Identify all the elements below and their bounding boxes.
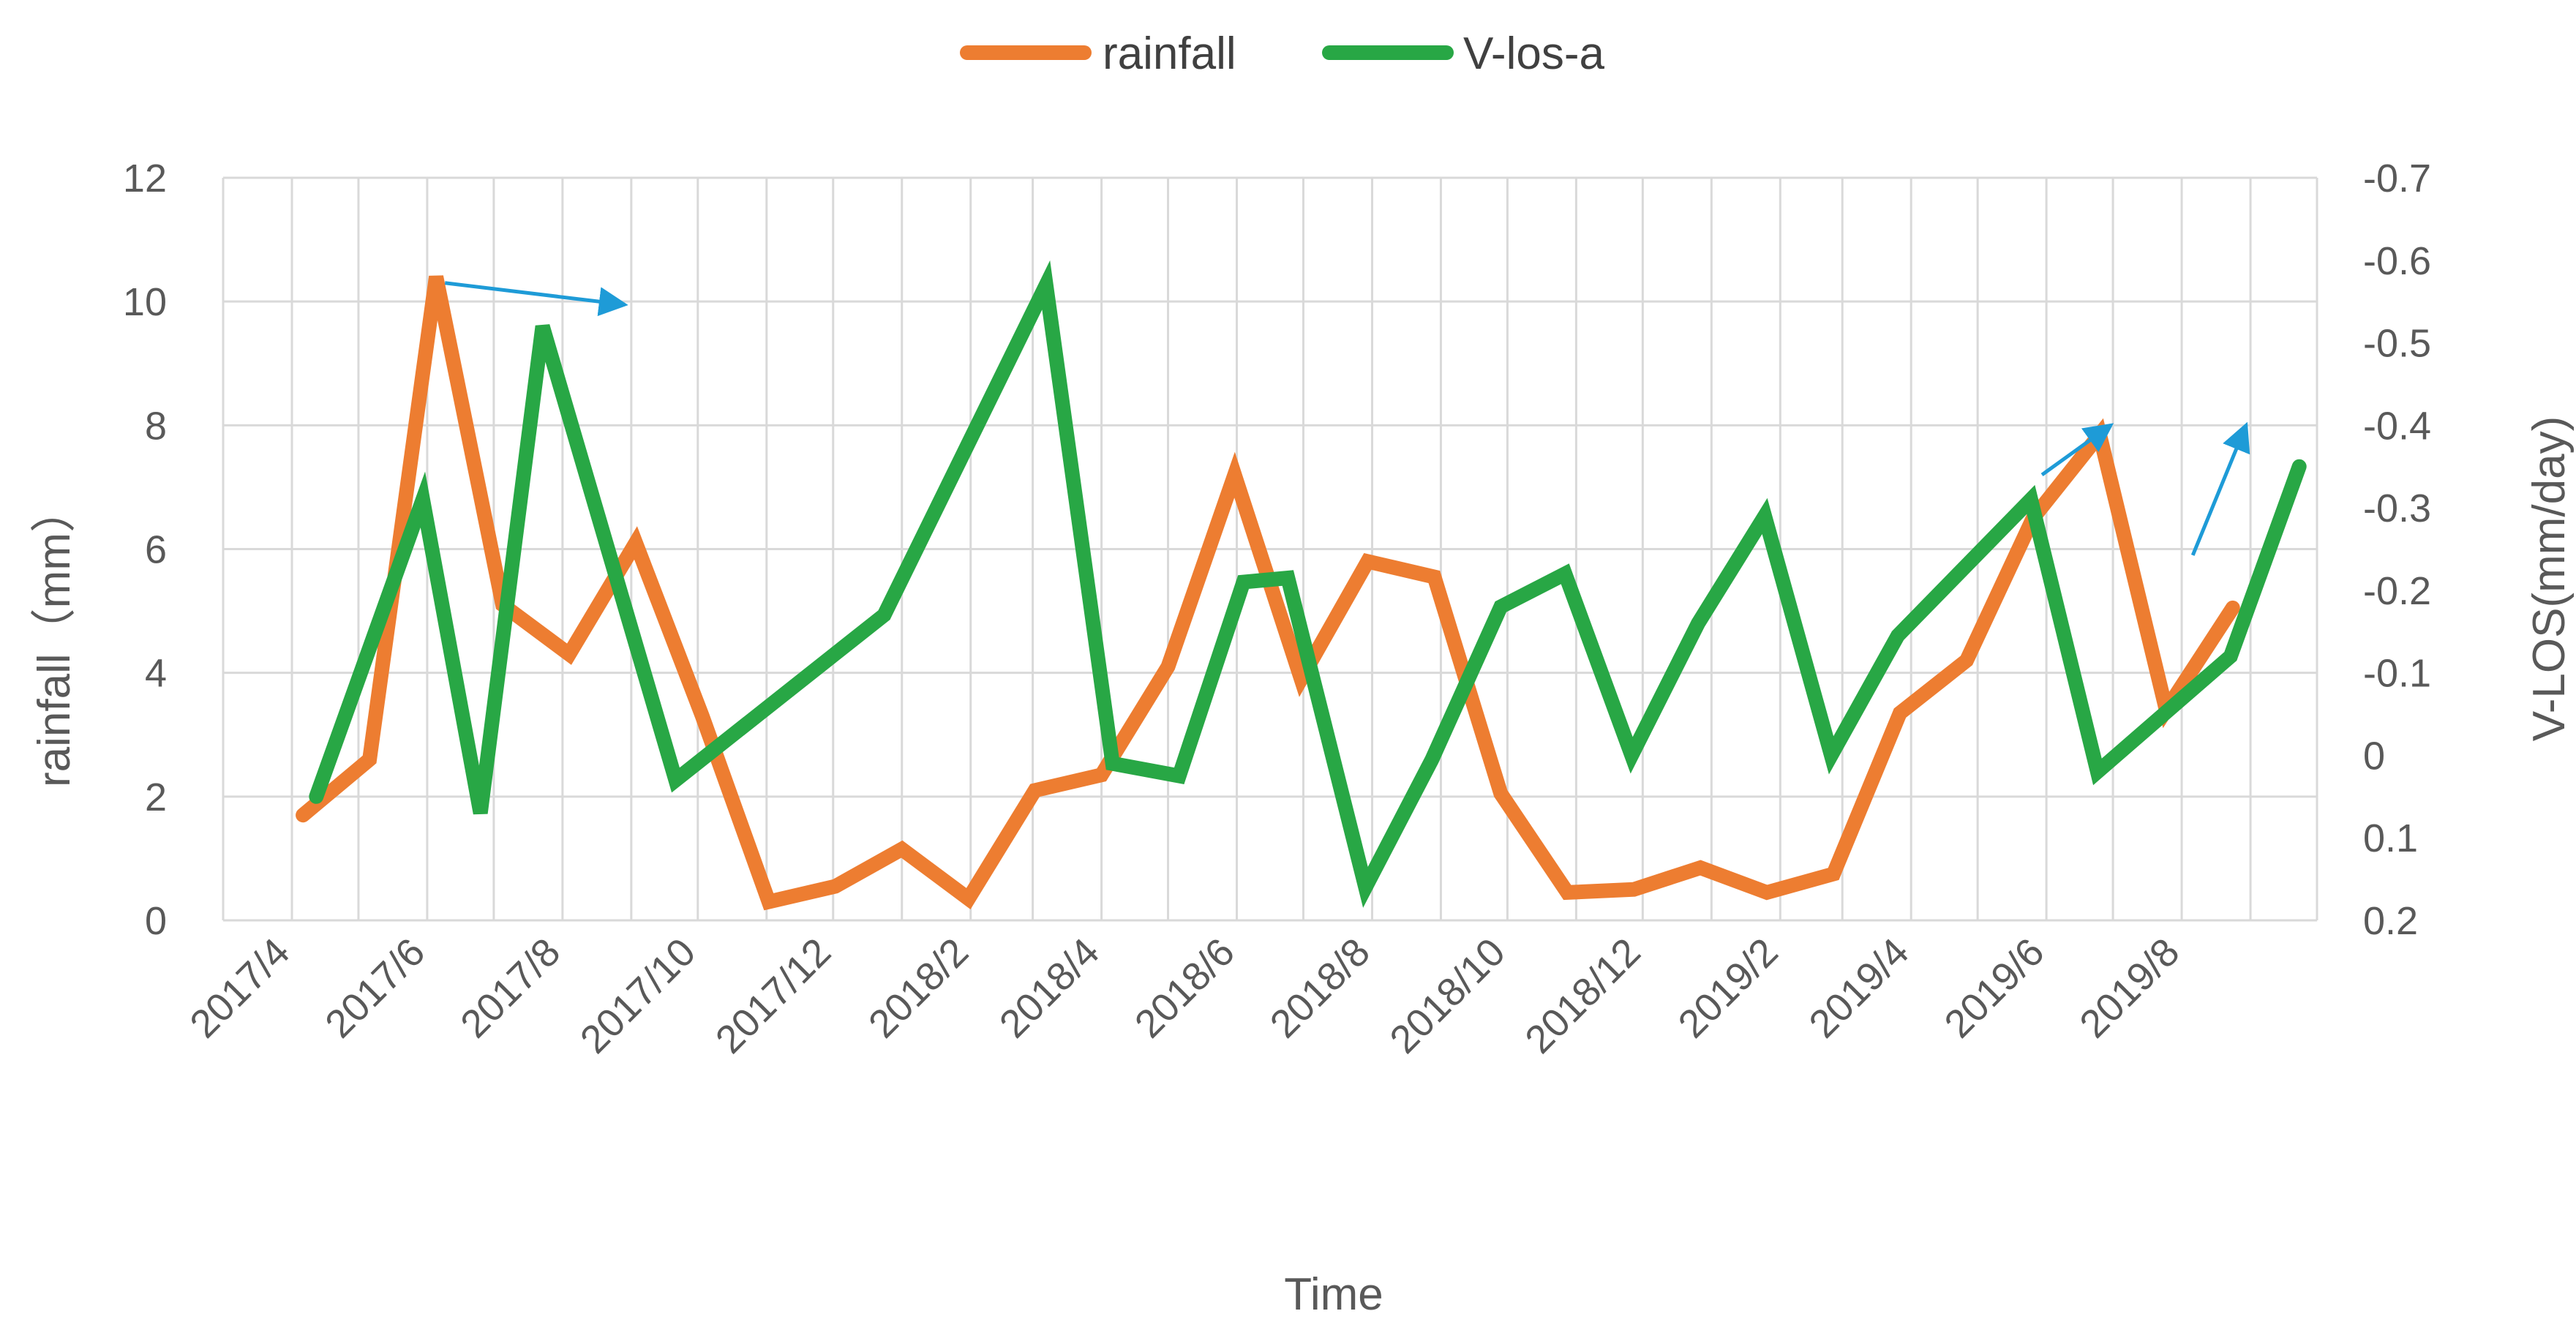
right-tick-label: 0 (2363, 734, 2385, 778)
series-line-v-los-a (309, 260, 2307, 908)
x-tick-label: 2018/6 (1127, 930, 1243, 1046)
left-tick-label: 12 (123, 157, 167, 200)
annotation-arrow-3 (2190, 421, 2250, 556)
right-tick-label: 0.1 (2363, 816, 2418, 860)
right-tick-label: -0.3 (2363, 487, 2431, 530)
x-tick-label: 2017/12 (707, 930, 839, 1062)
x-tick-label: 2017/10 (572, 930, 704, 1062)
legend-label-v-los-a: V-los-a (1463, 29, 1604, 79)
right-tick-label: -0.7 (2363, 157, 2431, 200)
gridlines (222, 176, 2318, 922)
x-tick-label: 2018/8 (1262, 930, 1378, 1046)
x-tick-label: 2017/6 (317, 930, 433, 1046)
x-tick-label: 2019/8 (2071, 930, 2188, 1046)
right-tick-label: -0.2 (2363, 569, 2431, 613)
left-tick-label: 4 (145, 652, 167, 696)
left-axis-ticks: 0 2 4 6 8 10 12 (123, 157, 167, 943)
left-tick-label: 0 (145, 899, 167, 943)
right-tick-label: 0.2 (2363, 899, 2418, 943)
x-tick-label: 2019/4 (1800, 930, 1917, 1046)
annotation-arrow-2 (2040, 423, 2114, 477)
x-tick-label: 2018/12 (1517, 930, 1648, 1062)
right-tick-label: -0.5 (2363, 322, 2431, 366)
right-axis-ticks: 0.2 0.1 0 -0.1 -0.2 -0.3 -0.4 -0.5 -0.6 -0.7 (2363, 157, 2431, 943)
x-tick-label: 2017/8 (452, 930, 568, 1046)
left-axis-title: rainfall（mm） (29, 487, 80, 787)
left-tick-label: 6 (145, 528, 167, 572)
annotation-layer (444, 281, 2250, 556)
left-tick-label: 10 (123, 280, 167, 324)
left-tick-label: 8 (145, 404, 167, 448)
left-tick-label: 2 (145, 775, 167, 819)
x-tick-label: 2017/4 (181, 930, 298, 1046)
annotation-arrow-1 (444, 281, 628, 317)
x-axis-ticks: 2017/4 2017/6 2017/8 2017/10 2017/12 2018/2 20… (181, 930, 2188, 1062)
x-tick-label: 2018/4 (991, 930, 1108, 1046)
x-tick-label: 2018/2 (860, 930, 977, 1046)
legend-label-rainfall: rainfall (1103, 29, 1236, 79)
right-tick-label: -0.1 (2363, 652, 2431, 696)
x-tick-label: 2018/10 (1381, 930, 1513, 1062)
x-tick-label: 2019/6 (1936, 930, 2052, 1046)
right-tick-label: -0.6 (2363, 239, 2431, 283)
right-tick-label: -0.4 (2363, 404, 2431, 448)
legend: rainfall V-los-a (960, 29, 1604, 79)
series-layer (296, 260, 2307, 911)
x-axis-title: Time (1284, 1269, 1383, 1320)
x-tick-label: 2019/2 (1670, 930, 1787, 1046)
right-axis-title: V-LOS(mm/day) (2524, 416, 2575, 741)
